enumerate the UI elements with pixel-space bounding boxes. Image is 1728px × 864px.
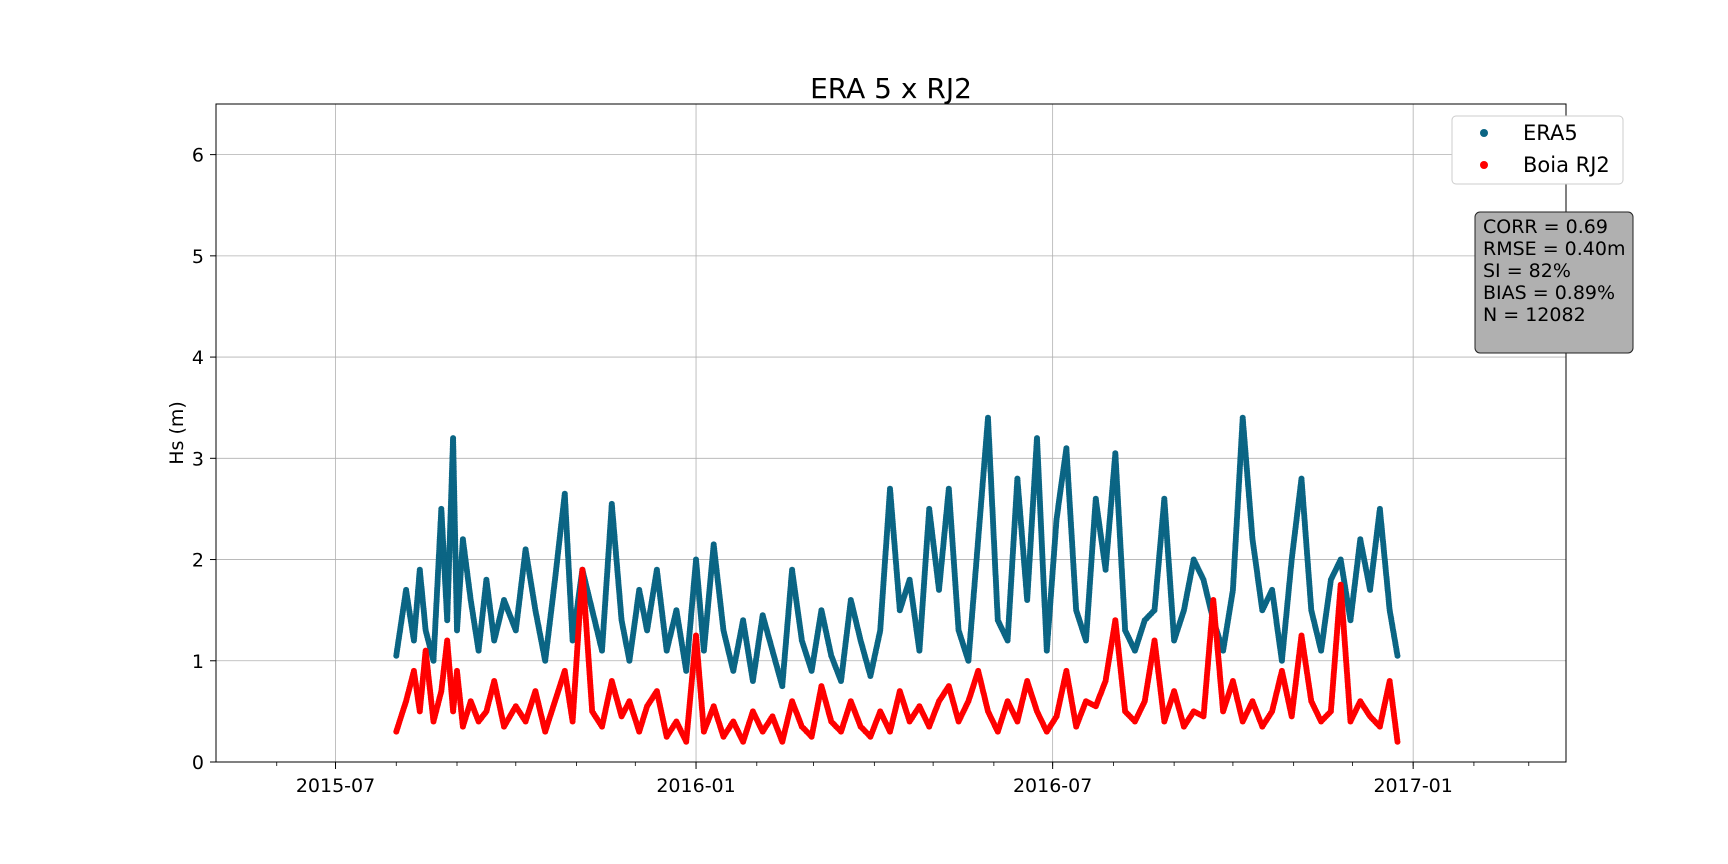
data-points	[393, 414, 1401, 745]
grid-lines	[216, 104, 1566, 763]
point-era5	[1394, 652, 1401, 659]
